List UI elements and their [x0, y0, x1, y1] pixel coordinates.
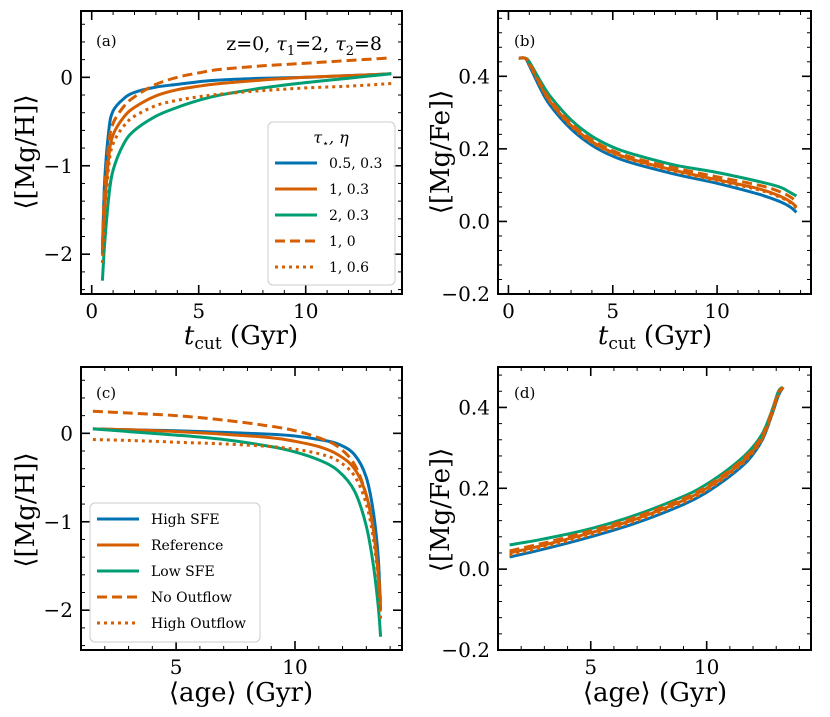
series-line: [518, 56, 798, 203]
legend-title: τ⋆, η: [313, 128, 349, 150]
series-line: [100, 72, 392, 281]
y-tick-label: 0.0: [458, 209, 490, 233]
series-line: [509, 386, 785, 555]
legend-entry: 1, 0.3: [329, 182, 369, 198]
panel-b-label: (b): [514, 32, 535, 50]
x-tick-label: 5: [192, 299, 205, 323]
panel-c-ylabel: ⟨[Mg/H]⟩: [11, 452, 41, 567]
panel-a-xlabel: tcut (Gyr): [184, 321, 298, 354]
panel-a-annotation: z=0, τ1=2, τ2=8: [226, 33, 382, 59]
panel-a-legend: τ⋆, η 0.5, 0.3 1, 0.3 2, 0.3 1, 0 1, 0.6: [267, 121, 396, 286]
series-line: [518, 56, 798, 198]
legend-entry: Reference: [151, 538, 223, 554]
x-tick-label: 0: [85, 299, 98, 323]
panel-d: 5 10 0.4 0.2 0.0 −0.2 (d) ⟨[Mg/Fe]⟩ ⟨age⟩ (Gy…: [426, 366, 812, 708]
legend-entry: High Outflow: [151, 616, 246, 632]
series-line: [92, 409, 383, 602]
panel-a-label: (a): [96, 32, 117, 50]
panel-b: 0 5 10 0.4 0.2 0.0 −0.2 (b) ⟨[Mg/Fe]⟩ tcut (Gy…: [426, 10, 812, 354]
y-tick-label: 0.4: [458, 395, 490, 419]
legend-entry: High SFE: [151, 512, 220, 528]
legend-entry: 2, 0.3: [329, 208, 369, 224]
panel-b-xlabel: tcut (Gyr): [598, 321, 712, 354]
y-tick-label: −0.2: [441, 282, 490, 306]
y-tick-label: −2: [44, 242, 73, 266]
series-line: [518, 56, 798, 209]
series-line: [509, 386, 785, 559]
x-tick-label: 10: [704, 299, 729, 323]
x-tick-label: 0: [502, 299, 515, 323]
panel-a: 0 5 10 0 −1 −2 (a) z=0, τ1=2, τ2=8 ⟨[Mg/H]⟩ t…: [11, 10, 403, 354]
panel-d-label: (d): [514, 384, 535, 402]
series-line: [100, 82, 392, 264]
y-tick-label: 0: [60, 65, 73, 89]
panel-c-legend: High SFE Reference Low SFE No Outflow Hi…: [89, 502, 261, 643]
series-line: [92, 438, 383, 620]
legend-entry: 0.5, 0.3: [329, 156, 382, 172]
x-tick-label: 5: [584, 655, 597, 679]
y-tick-label: 0.4: [458, 64, 490, 88]
legend-box: [89, 502, 261, 643]
x-tick-label: 5: [606, 299, 619, 323]
series-line: [92, 427, 383, 637]
legend-entry: 1, 0.6: [329, 260, 369, 276]
series-line: [518, 56, 798, 210]
y-tick-label: 0.2: [458, 137, 490, 161]
panel-c-label: (c): [96, 384, 116, 402]
y-tick-label: −1: [44, 154, 73, 178]
panel-b-frame: [497, 10, 812, 295]
x-tick-label: 10: [293, 299, 318, 323]
y-tick-label: 0: [60, 421, 73, 445]
legend-entry: No Outflow: [151, 590, 232, 606]
panel-b-ylabel: ⟨[Mg/Fe]⟩: [426, 90, 456, 215]
legend-entry: Low SFE: [151, 564, 215, 580]
y-tick-label: 0.0: [458, 557, 490, 581]
panel-c: 5 10 0 −1 −2 (c) ⟨[Mg/H]⟩ ⟨age⟩ (Gyr) High S…: [11, 366, 403, 708]
y-tick-label: −0.2: [441, 638, 490, 662]
y-tick-label: −1: [44, 510, 73, 534]
series-line: [509, 386, 785, 557]
x-tick-label: 10: [282, 655, 307, 679]
series-line: [509, 386, 785, 553]
panel-c-xlabel: ⟨age⟩ (Gyr): [169, 678, 313, 708]
panel-a-ylabel: ⟨[Mg/H]⟩: [11, 94, 41, 209]
panel-d-frame: [497, 366, 812, 651]
panel-c-frame: [80, 366, 403, 651]
legend-entry: 1, 0: [329, 234, 356, 250]
x-tick-label: 10: [694, 655, 719, 679]
y-tick-label: −2: [44, 598, 73, 622]
x-tick-label: 5: [170, 655, 183, 679]
series-line: [92, 427, 383, 611]
panel-d-ylabel: ⟨[Mg/Fe]⟩: [426, 448, 456, 573]
y-tick-label: 0.2: [458, 476, 490, 500]
series-line: [100, 56, 392, 246]
panel-d-xlabel: ⟨age⟩ (Gyr): [583, 678, 727, 708]
